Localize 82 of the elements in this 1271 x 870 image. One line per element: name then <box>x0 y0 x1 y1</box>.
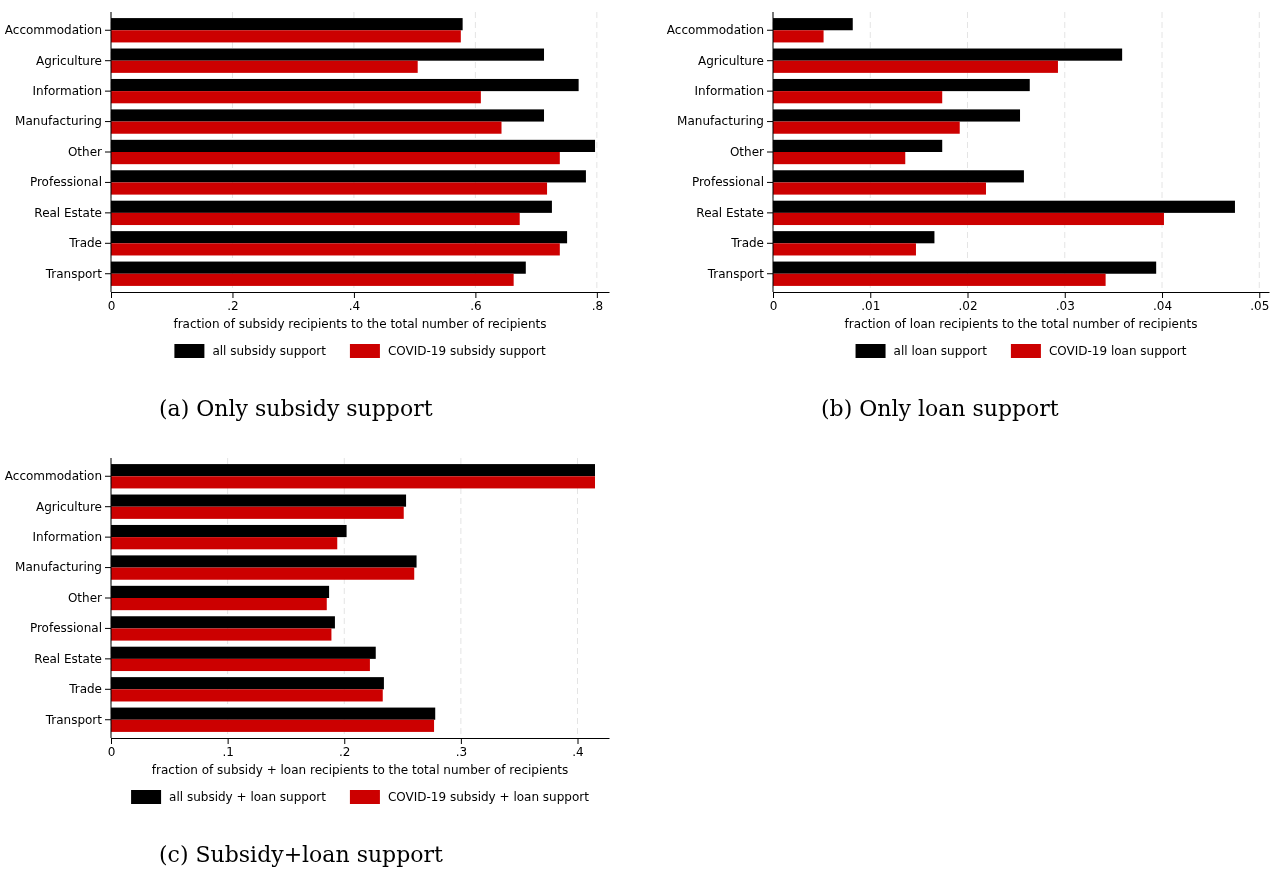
x-tick-label: .2 <box>339 744 351 759</box>
bar <box>111 689 383 702</box>
x-tick-label: .1 <box>222 744 234 759</box>
legend-label: COVID-19 subsidy support <box>387 344 546 358</box>
y-tick-label: Trade <box>68 236 102 251</box>
x-tick-label: .05 <box>1250 298 1270 313</box>
bar <box>111 182 548 195</box>
bar <box>773 121 960 134</box>
bar <box>111 719 435 732</box>
legend-label: all subsidy + loan support <box>169 790 327 804</box>
legend-label: COVID-19 loan support <box>1048 344 1187 358</box>
x-tick-label: 0 <box>107 298 116 313</box>
bar <box>111 506 404 519</box>
bar <box>111 598 327 611</box>
y-tick-label: Manufacturing <box>15 560 102 575</box>
y-tick-label: Professional <box>29 621 102 636</box>
bar <box>111 91 481 104</box>
bar <box>773 152 906 165</box>
x-tick-label: .6 <box>470 298 482 313</box>
x-tick-label: 0 <box>107 744 116 759</box>
y-tick-label: Transport <box>44 712 103 727</box>
bar <box>111 628 332 641</box>
x-tick-label: .3 <box>455 744 468 759</box>
x-tick-label: .4 <box>348 298 361 313</box>
y-tick-label: Agriculture <box>36 499 102 514</box>
x-tick-label: .01 <box>861 298 881 313</box>
text: (a) Only subsidy support <box>159 396 433 421</box>
bar <box>773 60 1058 73</box>
y-tick-label: Professional <box>691 175 764 190</box>
y-tick-label: Trade <box>68 682 102 697</box>
x-tick-label: .02 <box>958 298 978 313</box>
y-tick-label: Information <box>694 83 764 98</box>
y-tick-label: Other <box>67 144 103 159</box>
y-tick-label: Accommodation <box>4 23 102 38</box>
x-axis-title: fraction of subsidy + loan recipients to the total number of recipients <box>151 763 569 777</box>
bar <box>773 30 824 43</box>
x-tick-label: .03 <box>1055 298 1075 313</box>
y-tick-label: Professional <box>29 175 102 190</box>
y-tick-label: Trade <box>730 236 764 251</box>
x-tick-label: 0 <box>769 298 778 313</box>
y-tick-label: Manufacturing <box>677 114 764 129</box>
y-tick-label: Information <box>32 83 102 98</box>
y-tick-label: Agriculture <box>36 53 102 68</box>
y-tick-label: Information <box>32 529 102 544</box>
bar <box>773 182 986 195</box>
legend-label: all subsidy support <box>212 344 327 358</box>
bar <box>111 567 415 580</box>
x-tick-label: .04 <box>1152 298 1173 313</box>
x-axis-title: fraction of subsidy recipients to the total number of recipients <box>173 317 547 331</box>
y-tick-label: Real Estate <box>34 205 102 220</box>
bar <box>773 91 943 104</box>
bar <box>111 537 338 550</box>
bar <box>111 476 596 489</box>
y-tick-label: Other <box>729 144 765 159</box>
bar <box>111 60 418 73</box>
x-axis-title: fraction of loan recipients to the total number of recipients <box>844 317 1198 331</box>
text: (c) Subsidy+loan support <box>159 842 444 867</box>
x-tick-label: .8 <box>591 298 604 313</box>
bar <box>111 121 502 134</box>
bar <box>773 243 916 256</box>
bar <box>111 658 370 672</box>
y-tick-label: Manufacturing <box>15 114 102 129</box>
y-tick-label: Transport <box>706 266 765 281</box>
bar <box>773 273 1106 286</box>
bar <box>111 30 461 43</box>
legend-label: COVID-19 subsidy + loan support <box>387 790 590 804</box>
bar <box>773 212 1164 226</box>
y-tick-label: Transport <box>44 266 103 281</box>
y-tick-label: Agriculture <box>698 53 764 68</box>
y-tick-label: Real Estate <box>696 205 764 220</box>
legend-label: all loan support <box>893 344 988 358</box>
bar <box>111 243 560 256</box>
bar <box>111 273 514 286</box>
y-tick-label: Real Estate <box>34 651 102 666</box>
x-tick-label: .4 <box>572 744 584 759</box>
y-tick-label: Accommodation <box>4 469 102 484</box>
x-tick-label: .2 <box>227 298 239 313</box>
bar <box>111 212 520 226</box>
y-tick-label: Other <box>67 590 103 605</box>
text: (b) Only loan support <box>821 396 1059 421</box>
y-tick-label: Accommodation <box>666 23 764 38</box>
bar <box>111 152 560 165</box>
